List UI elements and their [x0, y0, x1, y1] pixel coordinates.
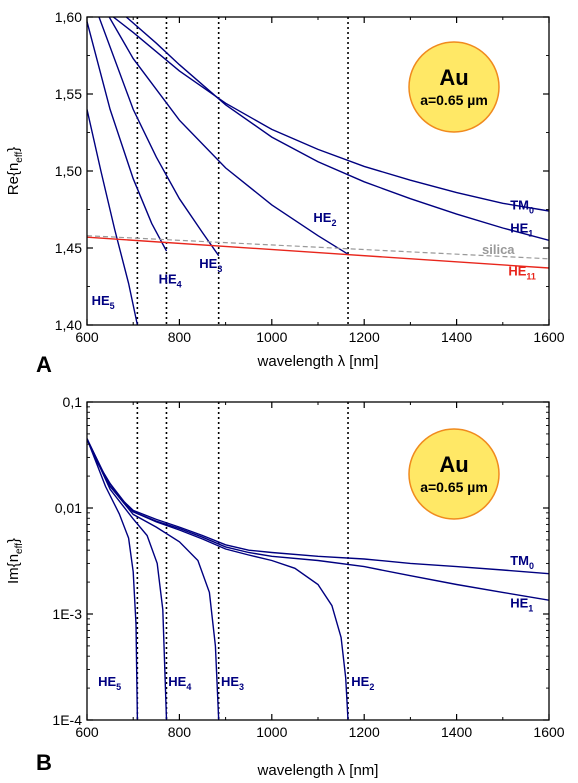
y-tick-label: 1,40	[55, 317, 82, 333]
he5-label: HE5	[98, 674, 121, 692]
y-tick-label: 0,1	[63, 394, 83, 410]
x-tick-label: 1400	[441, 329, 472, 345]
panel-label: B	[36, 750, 52, 775]
y-tick-label: 0,01	[55, 500, 82, 516]
tm0-label: TM0	[510, 198, 534, 216]
x-tick-label: 600	[75, 724, 99, 740]
silica-line	[87, 235, 549, 260]
y-tick-label: 1,55	[55, 86, 82, 102]
he3-label: HE3	[221, 674, 244, 692]
y-axis-label: Im{neff}	[5, 538, 25, 584]
badge-material: Au	[439, 452, 468, 477]
he2-label: HE2	[313, 210, 336, 228]
x-tick-label: 1000	[256, 724, 287, 740]
he1-label: HE1	[510, 596, 533, 614]
y-tick-label: 1E-4	[52, 712, 82, 728]
he4-label: HE4	[168, 674, 191, 692]
panel-b: Au a=0.65 µm TM0 HE1 HE2 HE3 HE4 HE5 600 800 1000 1…	[5, 394, 565, 779]
badge-radius: a=0.65 µm	[420, 92, 488, 108]
x-tick-label: 600	[75, 329, 99, 345]
y-axis-label: Re{neff}	[5, 147, 25, 195]
y-tick-label: 1,50	[55, 163, 82, 179]
he3-label: HE3	[199, 256, 222, 274]
y-tick-label: 1,45	[55, 240, 82, 256]
panel-label: A	[36, 352, 52, 377]
he5-label: HE5	[92, 293, 115, 311]
badge-circle	[408, 428, 500, 520]
x-tick-label: 1600	[533, 724, 564, 740]
he5-line	[87, 109, 139, 325]
he3-line	[87, 438, 220, 720]
he4-line	[87, 21, 168, 252]
he4-line	[87, 438, 168, 720]
x-tick-label: 1200	[349, 329, 380, 345]
badge-radius: a=0.65 µm	[420, 479, 488, 495]
y-tick-label: 1,60	[55, 9, 82, 25]
he2-label: HE2	[351, 674, 374, 692]
tm0-label: TM0	[510, 553, 534, 571]
he5-line	[87, 438, 139, 720]
badge-circle	[408, 41, 500, 133]
he1-label: HE1	[510, 221, 533, 239]
he2-line	[87, 438, 349, 720]
y-tick-label: 1E-3	[52, 606, 82, 622]
he3-line	[98, 17, 220, 257]
x-tick-label: 800	[168, 724, 192, 740]
he4-label: HE4	[159, 271, 182, 289]
he11-label: HE11	[508, 264, 536, 282]
panel-a: Au a=0.65 µm TM0 HE1 HE2 HE3 HE4 HE5 HE11 silica 6…	[5, 9, 565, 377]
he11-line	[87, 236, 549, 269]
he2-line	[108, 17, 349, 255]
x-tick-label: 1600	[533, 329, 564, 345]
x-tick-label: 800	[168, 329, 192, 345]
he1-line	[125, 17, 549, 241]
x-axis-label: wavelength λ [nm]	[257, 353, 379, 370]
x-tick-label: 1200	[349, 724, 380, 740]
x-tick-label: 1000	[256, 329, 287, 345]
x-axis-label: wavelength λ [nm]	[257, 762, 379, 779]
silica-label: silica	[482, 242, 515, 257]
tm0-line	[112, 17, 549, 212]
badge-material: Au	[439, 65, 468, 90]
x-tick-label: 1400	[441, 724, 472, 740]
